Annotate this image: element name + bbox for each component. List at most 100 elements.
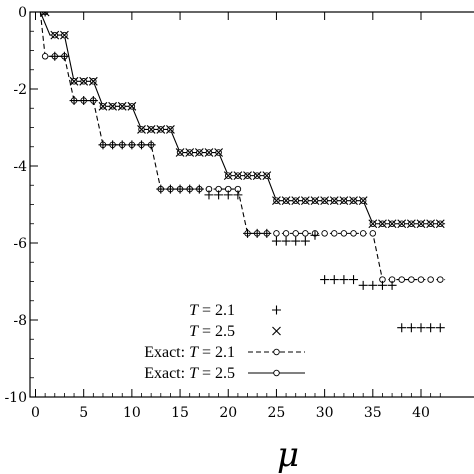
- data-point: [194, 184, 204, 194]
- data-point: [127, 140, 137, 150]
- axes: [29, 11, 474, 398]
- legend-label-variable: T: [189, 323, 199, 340]
- legend-label-value: = 2.1: [198, 302, 235, 319]
- legend-marker: [272, 326, 281, 336]
- data-point: [108, 101, 117, 111]
- data-point: [252, 171, 262, 181]
- data-point: [387, 280, 397, 290]
- y-tick-label: -10: [4, 390, 27, 406]
- data-point: [359, 230, 367, 237]
- data-point: [408, 276, 415, 283]
- data-point: [127, 101, 137, 111]
- data-point: [185, 184, 195, 194]
- data-point: [302, 230, 309, 237]
- data-point: [175, 148, 185, 157]
- x-tick-label: 5: [79, 405, 88, 421]
- legend-label: T = 2.1: [189, 302, 235, 319]
- data-point: [166, 125, 175, 134]
- data-point: [88, 76, 98, 86]
- data-point: [69, 96, 79, 106]
- data-point: [340, 230, 348, 237]
- data-point: [416, 219, 426, 229]
- data-point: [204, 148, 214, 157]
- series-line: [39, 12, 446, 225]
- data-point: [349, 196, 358, 206]
- data-point: [397, 323, 407, 333]
- data-point: [406, 323, 416, 333]
- data-point: [175, 184, 185, 194]
- data-point: [262, 171, 272, 181]
- y-tick-label: 0: [18, 5, 27, 21]
- data-point: [273, 230, 280, 237]
- data-point: [368, 280, 378, 290]
- legend-label-variable: T: [189, 365, 199, 382]
- data-point: [165, 184, 175, 194]
- data-point: [406, 219, 416, 229]
- legend-marker: [273, 369, 280, 377]
- data-point: [185, 148, 195, 157]
- data-point: [291, 236, 301, 246]
- legend-marker: [273, 348, 280, 356]
- plot-area: [39, 12, 446, 333]
- plot-frame: [29, 11, 474, 398]
- legend-label: Exact: T = 2.5: [144, 365, 235, 382]
- data-point: [79, 76, 89, 86]
- data-point: [137, 125, 146, 134]
- data-point: [426, 323, 436, 333]
- data-point: [339, 196, 349, 206]
- data-point: [331, 230, 338, 237]
- data-point: [156, 125, 166, 134]
- data-point: [50, 30, 60, 40]
- data-point: [281, 236, 291, 246]
- legend-label: T = 2.5: [189, 323, 235, 340]
- data-point: [426, 219, 436, 229]
- data-point: [416, 323, 426, 333]
- legend-marker: [272, 305, 281, 315]
- legend-label-variable: T: [189, 302, 199, 319]
- data-point: [223, 190, 233, 200]
- y-tick-label: -8: [13, 313, 27, 329]
- legend-label-prefix: Exact:: [144, 344, 189, 361]
- data-point: [137, 140, 147, 150]
- data-point: [281, 196, 291, 206]
- data-point: [214, 190, 224, 200]
- data-point: [41, 53, 49, 60]
- data-point: [79, 96, 89, 106]
- data-point: [214, 148, 224, 157]
- data-point: [417, 276, 425, 283]
- x-tick-label: 10: [123, 405, 141, 421]
- data-point: [262, 228, 272, 238]
- x-tick-label: 0: [31, 405, 40, 421]
- data-point: [223, 171, 233, 181]
- data-point: [377, 280, 387, 290]
- data-point: [300, 196, 310, 206]
- data-point: [233, 171, 243, 181]
- x-tick-label: 40: [412, 405, 430, 421]
- data-point: [339, 275, 349, 285]
- data-point: [98, 140, 108, 150]
- data-point: [358, 280, 368, 290]
- legend-label-prefix: Exact:: [144, 365, 189, 382]
- data-point: [108, 140, 118, 150]
- x-axis-label: μ: [277, 435, 299, 474]
- data-point: [146, 125, 156, 134]
- data-point: [69, 76, 79, 86]
- series-0: [40, 12, 445, 333]
- series-1: [40, 12, 445, 229]
- data-point: [320, 196, 330, 206]
- data-point: [243, 171, 252, 181]
- data-point: [329, 196, 339, 206]
- legend-label-value: = 2.5: [198, 365, 235, 382]
- x-tick-label: 25: [268, 405, 286, 421]
- data-point: [310, 230, 320, 240]
- x-tick-label: 30: [316, 405, 334, 421]
- data-point: [117, 140, 127, 150]
- legend-label-value: = 2.1: [198, 344, 235, 361]
- data-point: [59, 51, 69, 61]
- data-point: [387, 219, 397, 229]
- data-point: [252, 228, 262, 238]
- data-point: [300, 236, 310, 246]
- data-point: [282, 230, 290, 237]
- series-2: [39, 12, 446, 283]
